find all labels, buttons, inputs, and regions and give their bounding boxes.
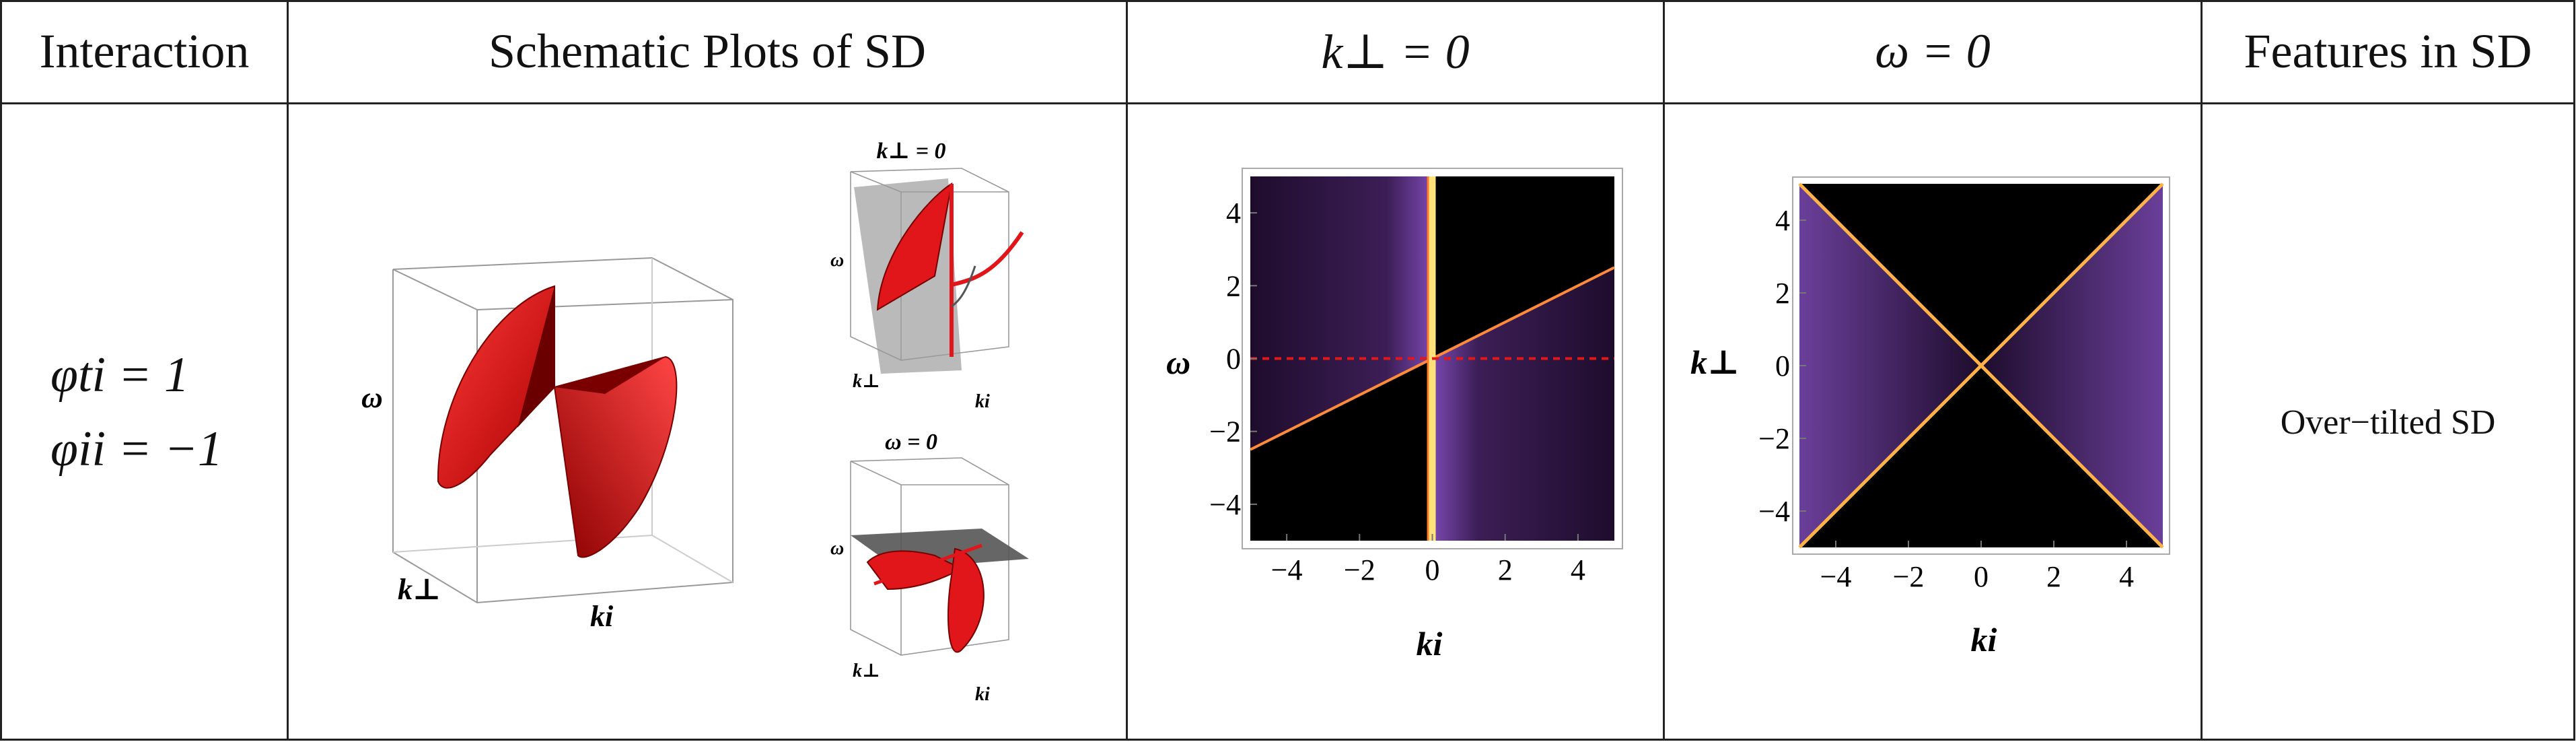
large-3d-surface (437, 285, 678, 558)
header-schematic: Schematic Plots of SD (489, 24, 926, 78)
column-divider (2201, 0, 2203, 741)
x-tick-label: −4 (1271, 553, 1303, 586)
header-interaction: Interaction (39, 24, 250, 78)
spectral-region (1799, 184, 1981, 547)
header-kperp-zero: k⊥ = 0 (1321, 24, 1470, 79)
y-tick-label: 4 (1226, 197, 1241, 230)
plot-frame (1242, 168, 1623, 549)
table-border-top (0, 0, 2575, 2)
small-top-axis-omega: ω (830, 250, 844, 271)
header-omega-zero: ω = 0 (1875, 24, 1991, 78)
large-axis-omega: ω (361, 381, 383, 414)
plot-frame (1792, 176, 2170, 555)
schematic-plots: ω k⊥ ki k⊥ = 0 ω k⊥ ki ω = 0 (361, 139, 1029, 705)
table-header-rule (0, 102, 2575, 104)
heatmap-omega-zero: −4 −2 0 2 4 −4 −2 0 2 4 k⊥ ki (1690, 176, 2170, 659)
large-axis-kperp: k⊥ (398, 573, 441, 606)
column-divider (1663, 0, 1665, 741)
x-tick-label: 0 (1974, 560, 1989, 593)
ylabel-omega: ω (1166, 343, 1190, 381)
small-bottom-axis-omega: ω (830, 538, 844, 559)
x-tick-label: −4 (1820, 560, 1852, 593)
small-bottom-3d-plot (850, 457, 1029, 656)
x-tick-label: 2 (1498, 553, 1513, 586)
y-tick-label: 0 (1775, 349, 1790, 382)
spectral-region (1981, 184, 2163, 547)
interaction-cell: φti = 1 φii = −1 (2, 104, 287, 741)
small-top-title: k⊥ = 0 (876, 139, 945, 164)
small-top-3d-plot (850, 168, 1024, 374)
y-tick-label: 4 (1775, 204, 1790, 237)
y-tick-label: −2 (1758, 422, 1790, 455)
y-tick-label: −4 (1758, 495, 1790, 528)
interaction-phi-ti: φti = 1 (50, 347, 189, 403)
small-top-axis-ki: ki (975, 391, 990, 412)
diagonal-line (1798, 182, 2164, 549)
table-border-bottom (0, 739, 2575, 741)
table-border-left (0, 0, 2, 741)
large-axis-ki: ki (590, 600, 614, 633)
features-cell: Over−tilted SD (2280, 403, 2496, 442)
x-tick-label: 2 (2046, 560, 2061, 593)
y-tick-label: 2 (1226, 269, 1241, 302)
y-tick-label: −2 (1209, 415, 1241, 448)
x-tick-label: 4 (1571, 553, 1585, 586)
table-border-right (2573, 0, 2575, 741)
small-bottom-axis-kperp: k⊥ (853, 661, 880, 681)
x-tick-label: 4 (2119, 560, 2134, 593)
ylabel-kperp: k⊥ (1690, 343, 1740, 381)
x-tick-label: 0 (1425, 553, 1440, 586)
small-bottom-axis-ki: ki (975, 684, 990, 705)
interaction-phi-ii: φii = −1 (50, 421, 223, 477)
small-top-axis-kperp: k⊥ (853, 371, 880, 392)
heatmap-kperp-zero: −4 −2 0 2 4 −4 −2 0 2 4 ω ki (1166, 168, 1623, 663)
column-divider (287, 0, 289, 741)
y-tick-label: 2 (1775, 277, 1790, 310)
xlabel-ki: ki (1971, 621, 1997, 659)
y-tick-label: 0 (1226, 343, 1241, 376)
small-bottom-title: ω = 0 (885, 430, 937, 454)
xlabel-ki: ki (1417, 625, 1443, 663)
vertical-line-edge (1427, 176, 1429, 541)
y-tick-label: −4 (1209, 488, 1241, 521)
x-tick-label: −2 (1344, 553, 1375, 586)
x-tick-label: −2 (1893, 560, 1925, 593)
header-features: Features in SD (2244, 24, 2532, 78)
column-divider (1126, 0, 1128, 741)
